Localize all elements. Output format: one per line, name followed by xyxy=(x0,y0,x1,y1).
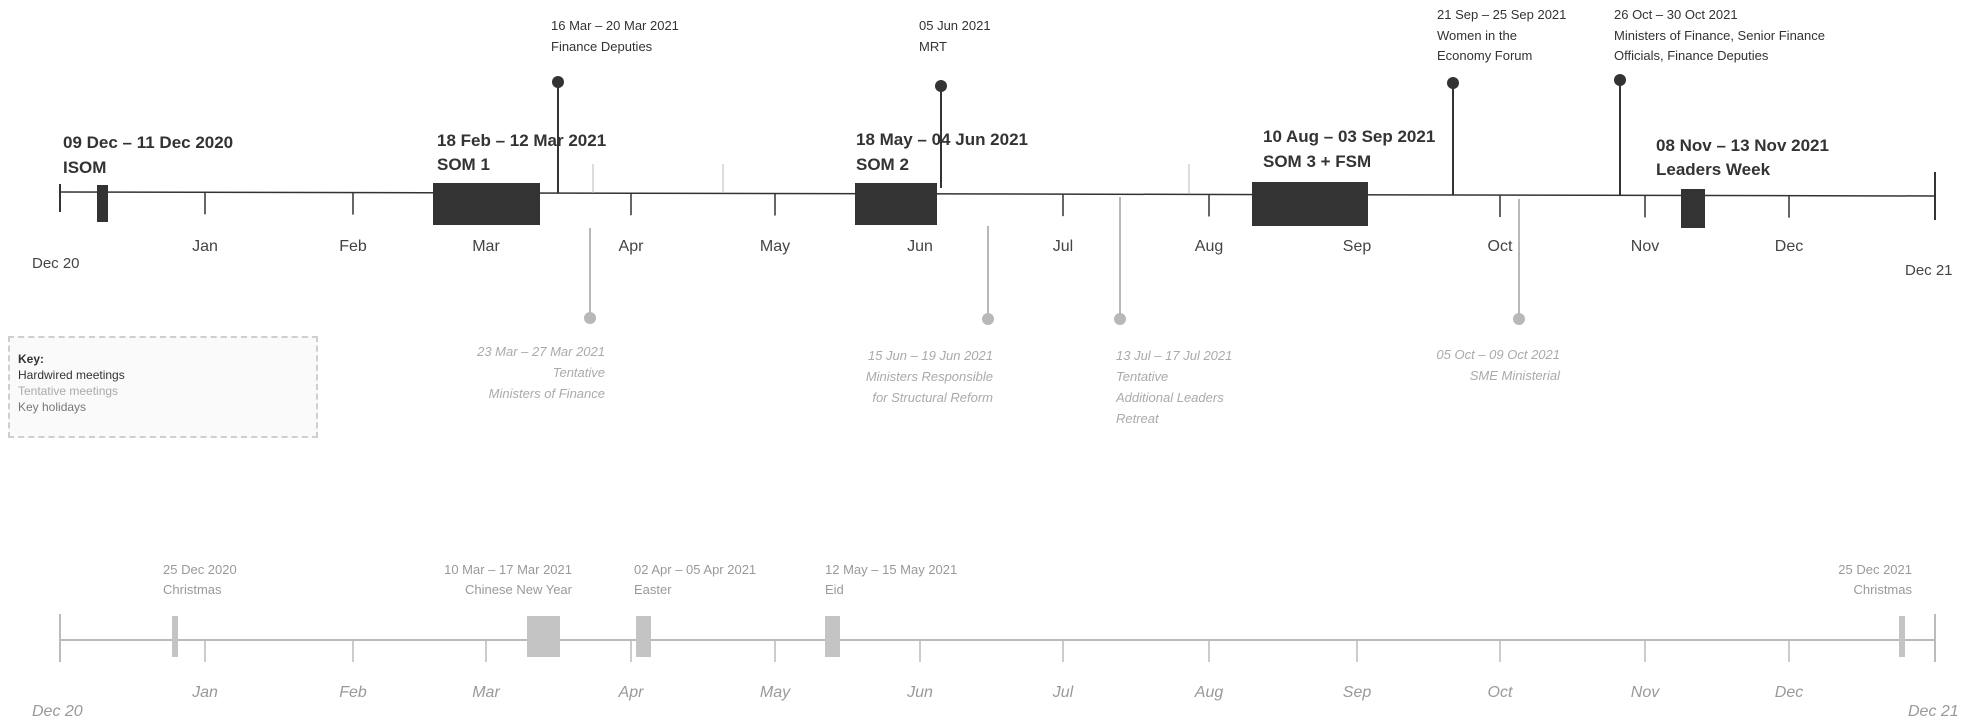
tentative-label: for Structural Reform xyxy=(872,390,993,405)
holiday-block xyxy=(1899,616,1905,657)
legend-box: Key: Hardwired meetings Tentative meetin… xyxy=(8,336,318,438)
main-month-label: Jan xyxy=(192,238,218,255)
pin-label: Ministers of Finance, Senior Finance xyxy=(1614,28,1825,43)
main-month-label: Oct xyxy=(1488,238,1513,255)
holiday-month-label: Oct xyxy=(1488,684,1513,701)
tentative-dates: 13 Jul – 17 Jul 2021 xyxy=(1116,348,1232,363)
pin-label: Economy Forum xyxy=(1437,48,1532,63)
legend-title: Key: xyxy=(18,352,45,366)
pin-head xyxy=(1614,74,1626,86)
hardwired-meeting-block xyxy=(97,185,108,222)
legend-hardwired: Hardwired meetings xyxy=(18,368,125,382)
holiday-name: Christmas xyxy=(1853,582,1912,597)
holiday-name: Easter xyxy=(634,582,672,597)
holiday-name: Christmas xyxy=(163,582,222,597)
main-month-label: Feb xyxy=(339,238,367,255)
holiday-block xyxy=(825,616,840,657)
main-month-label: Apr xyxy=(619,238,645,255)
pin-dates: 16 Mar – 20 Mar 2021 xyxy=(551,18,679,33)
holiday-dates: 25 Dec 2020 xyxy=(163,562,237,577)
main-month-label: Aug xyxy=(1195,238,1223,255)
holiday-month-label: Feb xyxy=(339,684,367,701)
tentative-dates: 15 Jun – 19 Jun 2021 xyxy=(868,348,993,363)
legend-holidays: Key holidays xyxy=(18,400,87,414)
pin-head xyxy=(552,76,564,88)
hardwired-meeting-block xyxy=(1252,182,1368,226)
meeting-name: SOM 3 + FSM xyxy=(1263,152,1371,171)
main-month-label: Jul xyxy=(1053,238,1073,255)
holiday-month-label: Mar xyxy=(472,684,500,701)
holiday-dates: 25 Dec 2021 xyxy=(1838,562,1912,577)
pin-label: Finance Deputies xyxy=(551,39,653,54)
tentative-label: Retreat xyxy=(1116,411,1160,426)
holiday-block xyxy=(172,616,178,657)
pin-label: Officials, Finance Deputies xyxy=(1614,48,1769,63)
legend-tentative: Tentative meetings xyxy=(18,384,119,398)
holiday-month-label: May xyxy=(760,684,791,701)
tentative-label: Ministers Responsible xyxy=(866,369,993,384)
main-month-label: Sep xyxy=(1343,238,1372,255)
holiday-block xyxy=(636,616,651,657)
holiday-name: Chinese New Year xyxy=(465,582,573,597)
meeting-name: SOM 2 xyxy=(856,155,909,174)
meeting-name: ISOM xyxy=(63,158,106,177)
holiday-month-label: Jun xyxy=(906,684,933,701)
tentative-dates: 05 Oct – 09 Oct 2021 xyxy=(1436,347,1560,362)
main-start-label: Dec 20 xyxy=(32,255,80,272)
pin-label: MRT xyxy=(919,39,947,54)
holiday-dates: 02 Apr – 05 Apr 2021 xyxy=(634,562,756,577)
holiday-month-label: Dec xyxy=(1775,684,1803,701)
tentative-label: Additional Leaders xyxy=(1115,390,1224,405)
main-month-label: Jun xyxy=(907,238,933,255)
pin-head xyxy=(935,80,947,92)
holiday-month-label: Apr xyxy=(618,684,645,701)
tentative-dates: 23 Mar – 27 Mar 2021 xyxy=(476,344,605,359)
main-month-label: Mar xyxy=(472,238,500,255)
pin-dates: 26 Oct – 30 Oct 2021 xyxy=(1614,7,1738,22)
pin-dates: 05 Jun 2021 xyxy=(919,18,991,33)
meeting-dates: 09 Dec – 11 Dec 2020 xyxy=(63,133,233,152)
main-end-label: Dec 21 xyxy=(1905,262,1953,279)
holiday-block xyxy=(527,616,560,657)
holiday-month-label: Jul xyxy=(1052,684,1074,701)
holiday-end-label: Dec 21 xyxy=(1908,703,1959,720)
holiday-dates: 10 Mar – 17 Mar 2021 xyxy=(444,562,572,577)
holiday-month-label: Jan xyxy=(191,684,218,701)
tentative-pin-head xyxy=(982,313,994,325)
meeting-name: Leaders Week xyxy=(1656,160,1771,179)
main-axis-line xyxy=(59,191,1936,197)
tentative-pin-head xyxy=(1114,313,1126,325)
hardwired-meeting-block xyxy=(1681,189,1705,228)
holiday-name: Eid xyxy=(825,582,844,597)
meeting-dates: 18 Feb – 12 Mar 2021 xyxy=(437,131,606,150)
main-month-label: May xyxy=(760,238,790,255)
tentative-pin-head xyxy=(584,312,596,324)
holiday-month-label: Nov xyxy=(1631,684,1660,701)
tentative-label: Ministers of Finance xyxy=(489,386,605,401)
tentative-label: Tentative xyxy=(1116,369,1168,384)
tentative-pin-head xyxy=(1513,313,1525,325)
holiday-start-label: Dec 20 xyxy=(32,703,83,720)
meeting-dates: 18 May – 04 Jun 2021 xyxy=(856,130,1028,149)
meeting-dates: 10 Aug – 03 Sep 2021 xyxy=(1263,127,1435,146)
pin-label: Women in the xyxy=(1437,28,1517,43)
main-month-label: Nov xyxy=(1631,238,1659,255)
tentative-label: SME Ministerial xyxy=(1470,368,1561,383)
pin-dates: 21 Sep – 25 Sep 2021 xyxy=(1437,7,1566,22)
holiday-month-label: Aug xyxy=(1194,684,1224,701)
hardwired-meeting-block xyxy=(855,183,937,225)
tentative-label: Tentative xyxy=(553,365,605,380)
main-month-label: Dec xyxy=(1775,238,1803,255)
holiday-month-label: Sep xyxy=(1343,684,1372,701)
meeting-name: SOM 1 xyxy=(437,155,490,174)
meeting-dates: 08 Nov – 13 Nov 2021 xyxy=(1656,136,1829,155)
pin-head xyxy=(1447,77,1459,89)
holiday-dates: 12 May – 15 May 2021 xyxy=(825,562,957,577)
hardwired-meeting-block xyxy=(433,183,540,225)
